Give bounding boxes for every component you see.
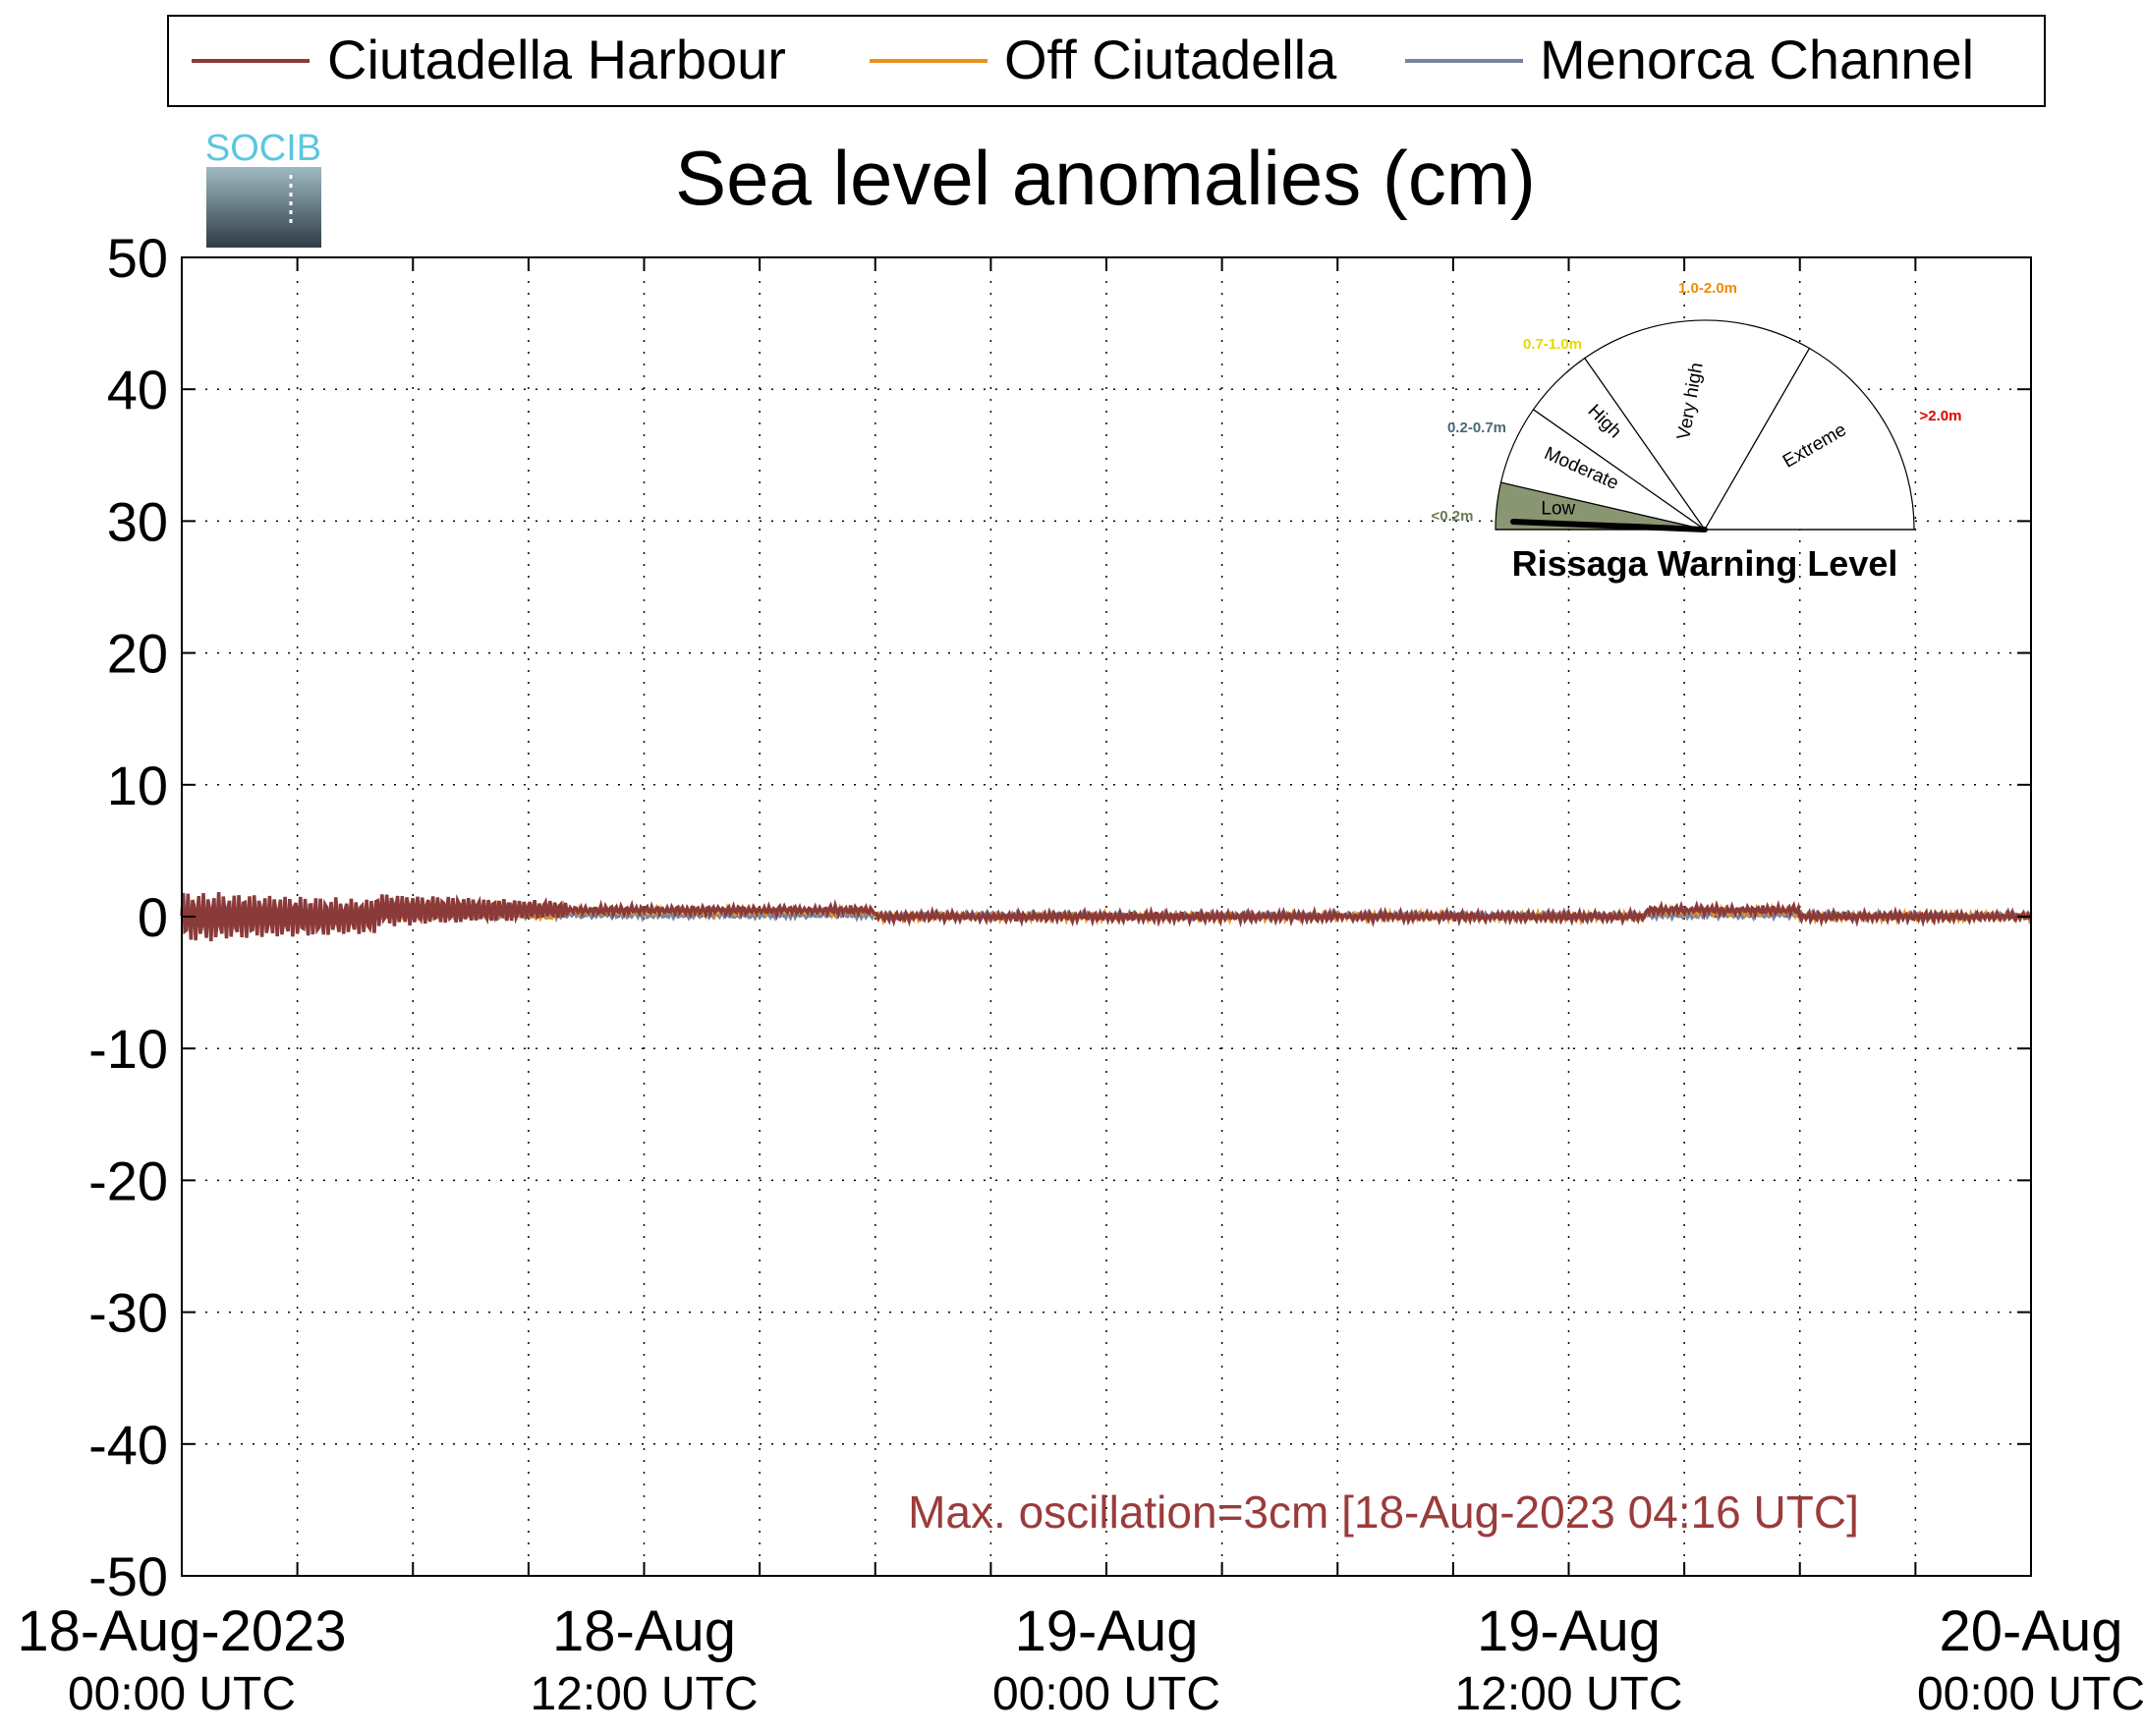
max-oscillation-annotation: Max. oscillation=3cm [18-Aug-2023 04:16 …: [908, 1486, 1859, 1538]
legend-entry-menorca-channel: Menorca Channel: [1405, 28, 1974, 90]
x-tick-label-time: 12:00 UTC: [1454, 1668, 1682, 1720]
x-tick-label-date: 19-Aug: [1477, 1599, 1661, 1663]
legend-label-menorca-channel: Menorca Channel: [1540, 28, 1974, 90]
y-axis-labels: 50 40 30 20 10 0 -10 -20 -30 -40 -50: [88, 227, 168, 1607]
gauge-title: Rissaga Warning Level: [1512, 543, 1898, 584]
series-line-ciutadella-harbour: [180, 892, 2032, 942]
gauge-range-extreme: >2.0m: [1920, 408, 1962, 424]
x-tick-label-date: 20-Aug: [1939, 1599, 2122, 1663]
socib-logo: SOCIB: [205, 128, 321, 248]
legend-entry-ciutadella-harbour: Ciutadella Harbour: [192, 28, 786, 90]
y-tick-label: 50: [107, 227, 168, 289]
x-tick-label-date: 18-Aug: [552, 1599, 736, 1663]
gauge-range-high: 0.7-1.0m: [1523, 336, 1582, 353]
y-tick-label: 30: [107, 490, 168, 552]
legend-label-off-ciutadella: Off Ciutadella: [1004, 28, 1337, 90]
y-tick-label: -10: [88, 1018, 168, 1080]
gauge-range-moderate: 0.2-0.7m: [1447, 420, 1506, 436]
legend: Ciutadella Harbour Off Ciutadella Menorc…: [167, 15, 2046, 107]
x-tick-label-date: 19-Aug: [1014, 1599, 1198, 1663]
logo-block: [206, 167, 321, 248]
gauge-range-low: <0.2m: [1432, 508, 1474, 525]
gauge-needle: [1510, 519, 1708, 532]
chart-title: Sea level anomalies (cm): [675, 135, 1536, 221]
y-tick-label: -30: [88, 1282, 168, 1344]
y-tick-label: -20: [88, 1149, 168, 1211]
x-tick-label-time: 00:00 UTC: [1917, 1668, 2145, 1720]
logo-text: SOCIB: [205, 128, 321, 169]
x-tick-label-time: 00:00 UTC: [992, 1668, 1220, 1720]
y-tick-label: -40: [88, 1414, 168, 1476]
plot-area: [180, 256, 2033, 1577]
x-tick-label-time: 12:00 UTC: [530, 1668, 758, 1720]
axis-ticks: [182, 256, 2031, 1577]
legend-label-ciutadella-harbour: Ciutadella Harbour: [327, 28, 786, 90]
gauge-range-very-high: 1.0-2.0m: [1678, 280, 1737, 297]
y-tick-label: 10: [107, 755, 168, 816]
y-tick-label: -50: [88, 1545, 168, 1607]
legend-box: [167, 15, 2046, 107]
gauge-sector-very-high: [1583, 319, 1811, 532]
legend-entry-off-ciutadella: Off Ciutadella: [870, 28, 1337, 90]
gauge-sector-extreme: [1703, 347, 1915, 531]
y-tick-label: 40: [107, 359, 168, 420]
series-lines: [180, 892, 2033, 942]
gauge-label-low: Low: [1541, 498, 1575, 519]
y-tick-label: 20: [107, 623, 168, 685]
y-tick-label: 0: [138, 886, 168, 948]
x-tick-label-time: 00:00 UTC: [68, 1668, 296, 1720]
x-tick-label-date: 18-Aug-2023: [17, 1599, 346, 1663]
